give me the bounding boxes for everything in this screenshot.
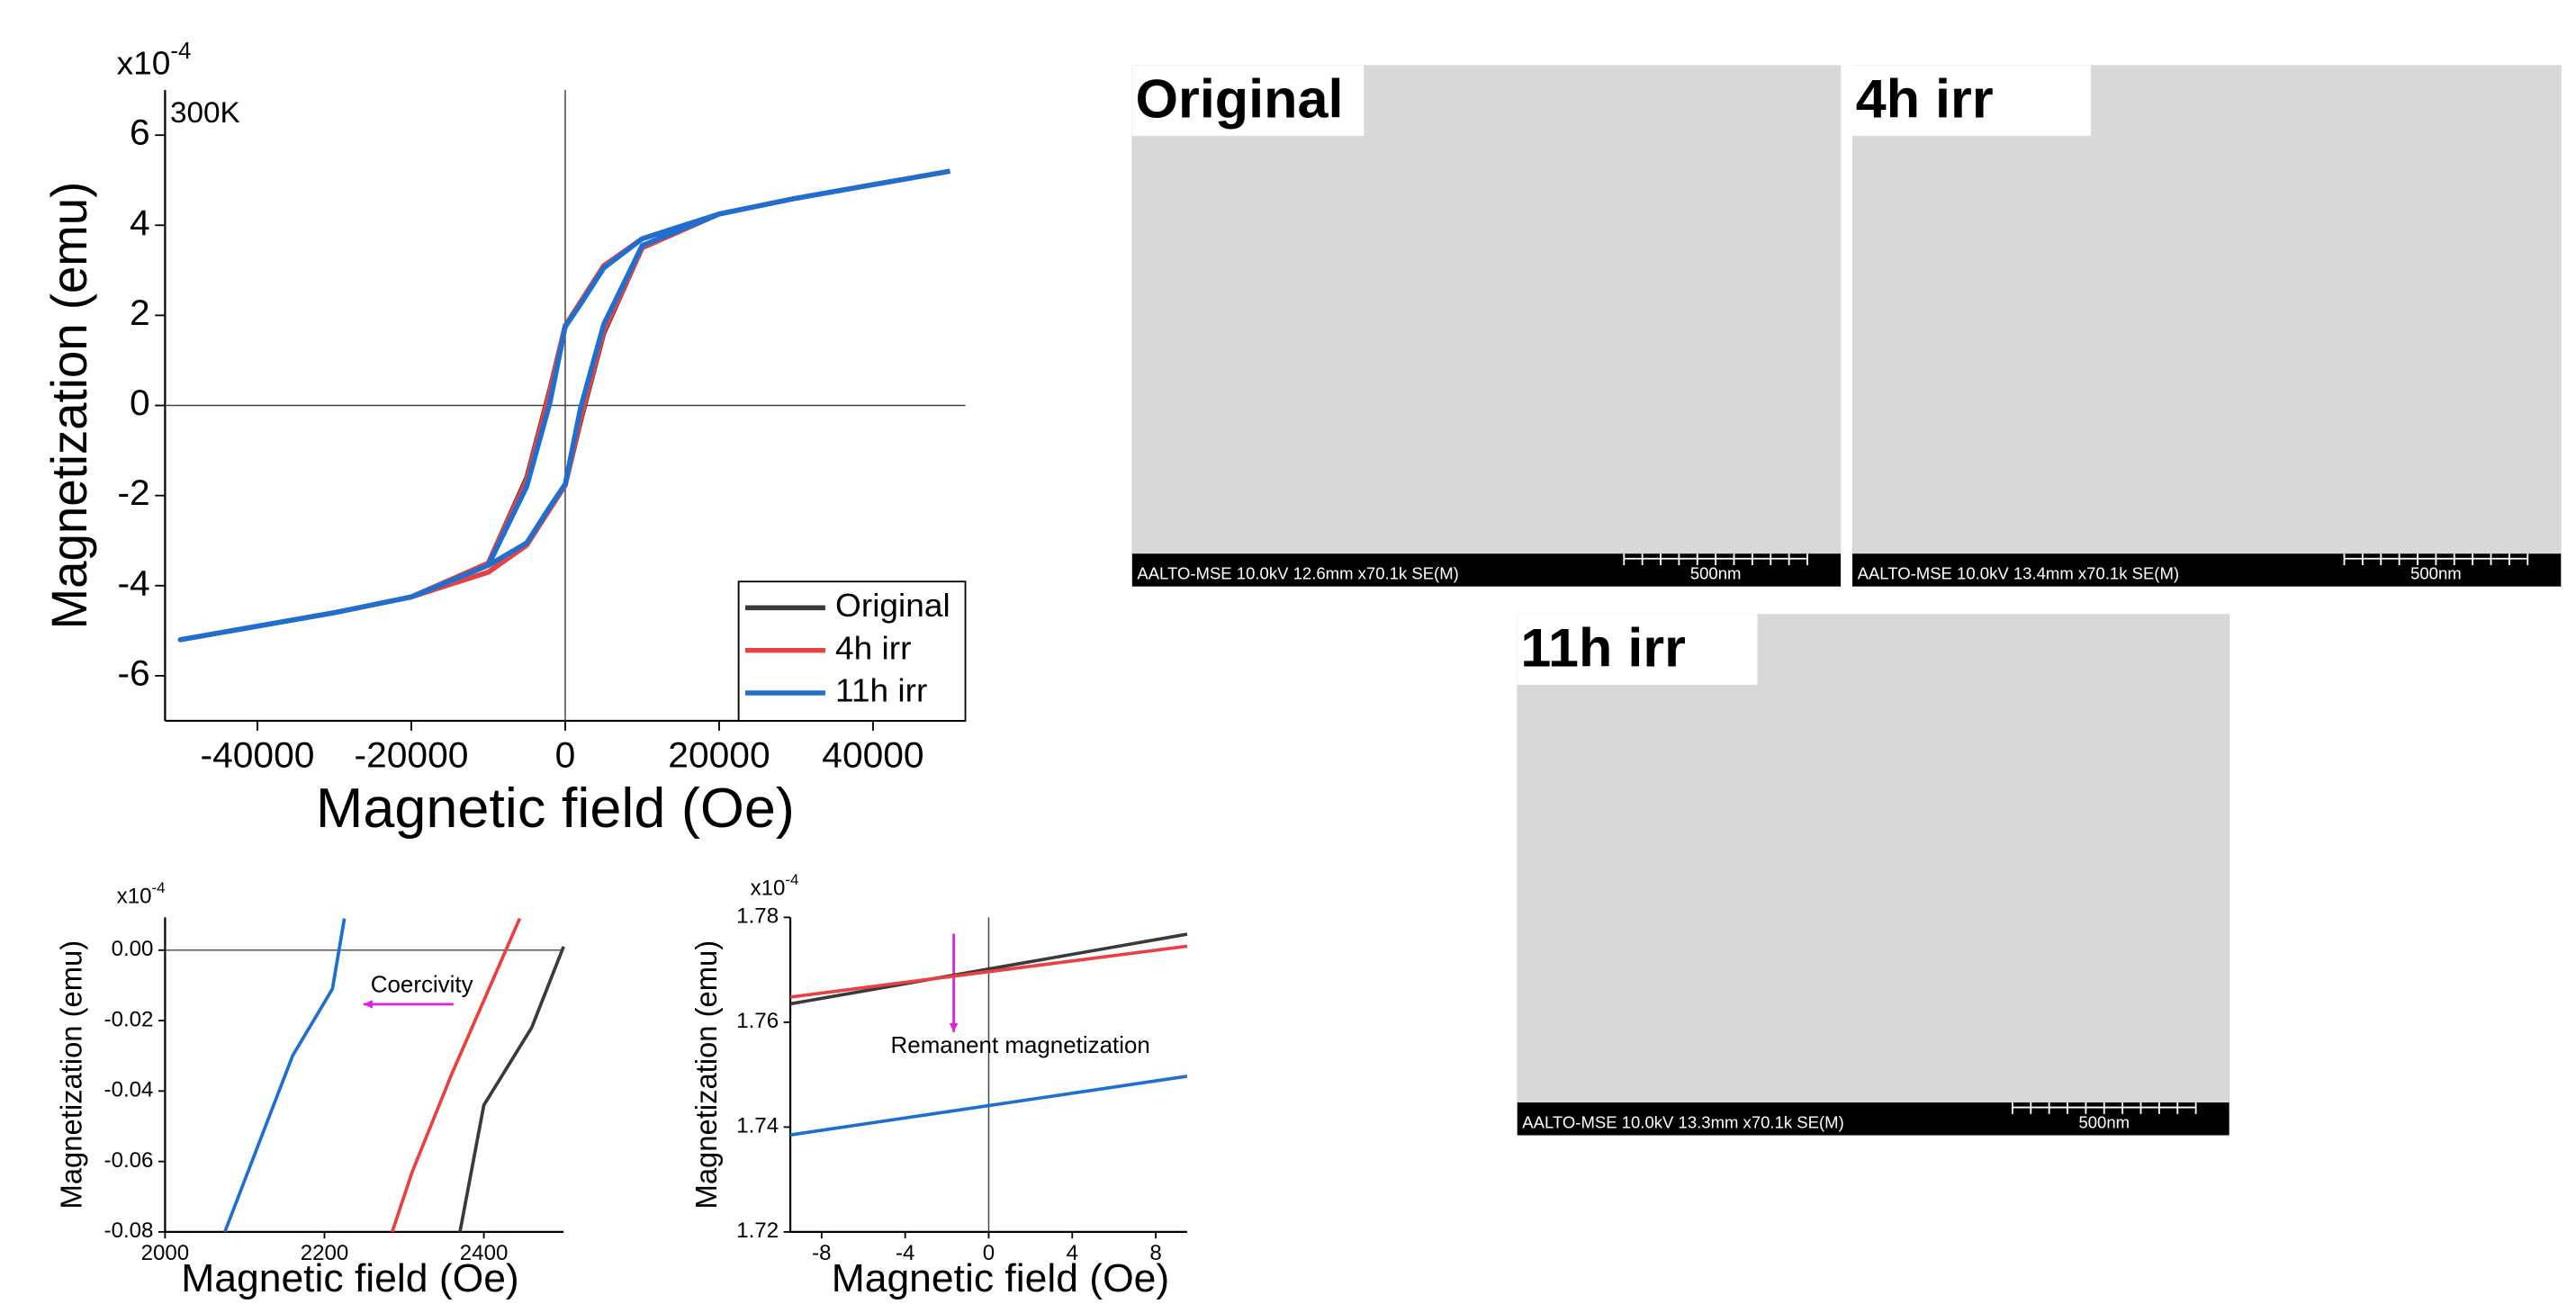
sem-image: AALTO-MSE 10.0kV 13.4mm x70.1k SE(M) 500n… <box>1852 65 2562 587</box>
caption: AALTO-MSE 10.0kV 13.4mm x70.1k SE(M) <box>1858 564 2179 583</box>
y-tick-label: -4 <box>117 562 149 604</box>
multiplier-base: x10 <box>117 885 152 909</box>
series-line <box>458 946 565 1233</box>
y-tick-label: 1.74 <box>736 1114 779 1138</box>
sem-image: AALTO-MSE 10.0kV 13.3mm x70.1k SE(M) 500n… <box>1517 614 2229 1136</box>
image-label: 11h irr <box>1520 617 1685 678</box>
x-tick-label: -20000 <box>355 734 469 776</box>
y-tick-label: -0.06 <box>104 1148 154 1173</box>
y-tick-label: 1.72 <box>736 1219 779 1243</box>
y-tick-label: 0 <box>130 382 150 423</box>
series-line <box>390 917 522 1233</box>
series-line <box>177 168 950 643</box>
y-axis-label: Magnetization (emu) <box>690 940 724 1210</box>
x-axis-label: Magnetic field (Oe) <box>832 1256 1169 1300</box>
x-tick-label: 2200 <box>301 1241 349 1265</box>
y-tick-label: 0.00 <box>112 937 154 961</box>
x-tick-label: -8 <box>812 1241 831 1265</box>
legend-label: 4h irr <box>835 630 911 667</box>
scale-label: 500nm <box>2410 564 2462 583</box>
y-tick-label: 6 <box>130 112 150 153</box>
sem-texture <box>1131 65 1842 554</box>
image-label: 4h irr <box>1856 68 1994 129</box>
label-box <box>1517 614 1758 685</box>
y-tick-label: 2 <box>130 292 150 333</box>
x-tick-label: -40000 <box>201 734 315 776</box>
y-multiplier: x10-4 <box>117 880 166 909</box>
multiplier-exponent: -4 <box>785 871 798 888</box>
scale-label: 500nm <box>1690 564 1742 583</box>
x-tick-label: 2000 <box>141 1241 190 1265</box>
y-tick-label: -6 <box>117 652 149 694</box>
x-tick-label: 0 <box>555 734 576 776</box>
caption: AALTO-MSE 10.0kV 13.3mm x70.1k SE(M) <box>1522 1113 1843 1132</box>
annotation: Coercivity <box>371 973 473 998</box>
multiplier-exponent: -4 <box>151 880 165 897</box>
legend-label: 11h irr <box>835 672 927 709</box>
multiplier-base: x10 <box>751 877 786 901</box>
scale-label: 500nm <box>2078 1113 2130 1132</box>
legend-label: Original <box>835 587 950 624</box>
sem-image: AALTO-MSE 10.0kV 12.6mm x70.1k SE(M) 500n… <box>1131 65 1842 587</box>
series-line <box>789 1075 1188 1137</box>
x-tick-label: 0 <box>983 1241 995 1265</box>
x-tick-label: 2400 <box>460 1241 509 1265</box>
label-box <box>1852 65 2091 137</box>
x-tick-label: 20000 <box>668 734 770 776</box>
arrow-head <box>363 1000 373 1009</box>
image-label: Original <box>1136 68 1344 129</box>
y-tick-label: 4 <box>130 202 150 243</box>
y-tick-label: -0.08 <box>104 1219 154 1243</box>
y-tick-label: 1.78 <box>736 904 779 929</box>
y-tick-label: -0.04 <box>104 1078 154 1102</box>
y-tick-label: -0.02 <box>104 1008 154 1032</box>
chart-panel: -6 -4 -2 0 2 4 6 -40000 -20000 0 20000 40000 Magneti… <box>41 39 967 840</box>
y-axis-label: Magnetization (emu) <box>41 182 98 630</box>
series-line <box>223 918 347 1233</box>
caption: AALTO-MSE 10.0kV 12.6mm x70.1k SE(M) <box>1137 564 1458 583</box>
multiplier-exponent: -4 <box>170 39 191 64</box>
y-multiplier: x10-4 <box>117 39 192 81</box>
annotation: Remanent magnetization <box>891 1033 1150 1058</box>
arrow-head <box>949 1022 959 1032</box>
sem-texture <box>1517 614 2229 1103</box>
sem-texture <box>1852 65 2562 554</box>
annotation: 300K <box>170 96 240 130</box>
multiplier-base: x10 <box>117 45 171 82</box>
series-line <box>789 944 1188 999</box>
y-tick-label: -2 <box>117 472 149 514</box>
x-axis-label: Magnetic field (Oe) <box>181 1256 518 1300</box>
x-axis-label: Magnetic field (Oe) <box>316 778 795 840</box>
y-axis-label: Magnetization (emu) <box>55 940 88 1210</box>
x-tick-label: 40000 <box>822 734 923 776</box>
y-tick-label: 1.76 <box>736 1009 779 1033</box>
x-tick-label: 4 <box>1067 1241 1078 1265</box>
x-tick-label: 8 <box>1149 1241 1161 1265</box>
x-tick-label: -4 <box>896 1241 914 1265</box>
series-line <box>789 932 1188 1006</box>
label-box <box>1131 65 1365 137</box>
y-multiplier: x10-4 <box>751 871 799 900</box>
